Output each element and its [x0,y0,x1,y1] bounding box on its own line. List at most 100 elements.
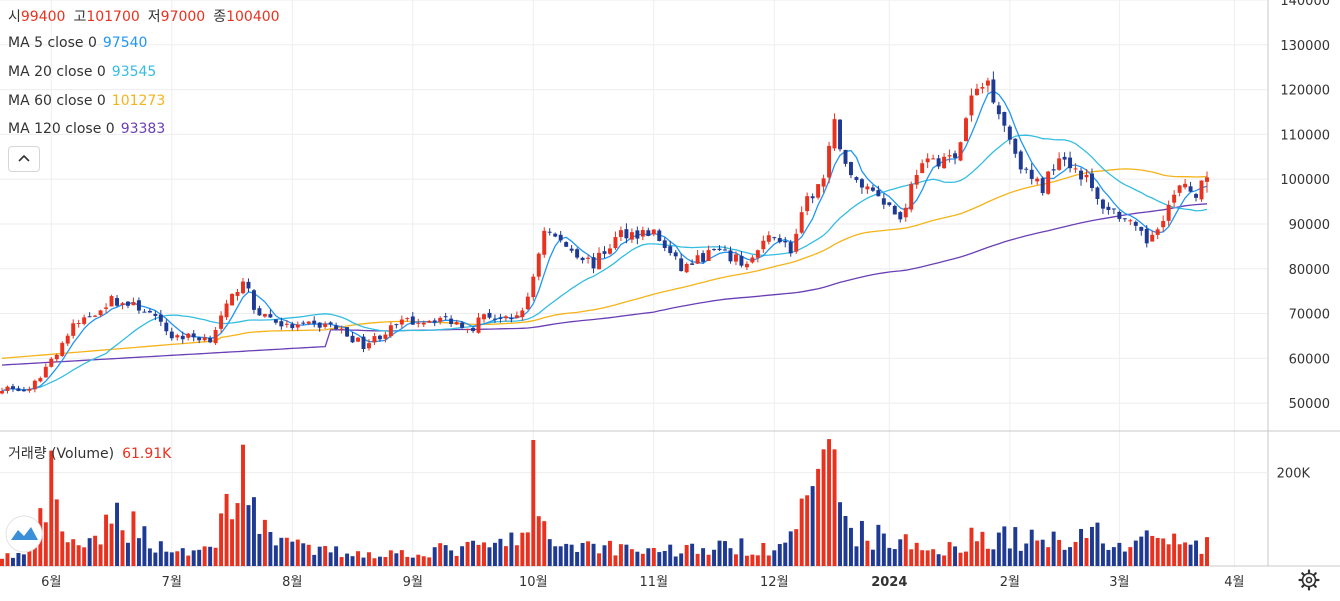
price-tick-label: 110000 [1280,128,1330,143]
volume-bar [1205,537,1209,566]
ma5-line [1,90,1208,392]
logo-circle [5,515,43,553]
volume-bar [903,534,908,566]
candle-body [273,319,278,323]
candle [827,141,832,184]
settings-button[interactable] [1297,568,1321,592]
candle [728,246,733,264]
candle [695,249,700,265]
candle-body [290,324,295,329]
volume-bar [1040,539,1045,566]
candle [449,315,454,327]
volume-bar [54,499,59,566]
candle [416,318,421,328]
candle-body [16,388,21,392]
candle-body [1018,151,1023,170]
candle [1018,149,1023,174]
volume-bar [295,539,300,566]
candle [202,334,207,342]
candle [350,331,355,344]
volume-bar [405,556,410,566]
candle-body [438,317,443,322]
volume-bar [323,546,328,566]
ohlc-legend: 시99400 고101700 저97000 종100400 [8,6,288,26]
volume-bar [985,548,990,566]
candle [668,240,673,256]
volume-bar [158,541,163,566]
time-tick-label: 10월 [519,575,548,590]
ma20-legend[interactable]: MA 20 close 0 93545 [8,64,156,80]
candle [810,193,815,204]
candle [383,331,388,343]
ma5-legend[interactable]: MA 5 close 0 97540 [8,35,147,51]
volume-bar [191,550,196,566]
candle [1133,220,1138,231]
candle-body [733,254,738,262]
volume-bar [849,527,853,566]
candle [273,319,278,325]
volume-bar [662,550,667,566]
candle-body [602,251,607,254]
candle [772,236,777,241]
volume-bar [16,552,21,566]
candle [536,252,541,281]
collapse-legend-button[interactable] [8,146,40,172]
candle [1155,227,1160,240]
volume-bar [421,556,426,566]
volume-bar [27,549,32,566]
volume-bar [673,556,678,566]
candle-body [38,378,43,382]
candle-body [553,233,558,237]
candle-body [1139,226,1144,231]
volume-bar [328,552,333,566]
candle [76,319,81,328]
candle [575,247,580,260]
candle-body [169,331,174,339]
candle [16,385,21,392]
candle-body [98,310,103,316]
candle-body [219,315,224,329]
candle [1024,166,1029,174]
candle-body [1111,208,1116,210]
candle [953,150,958,165]
ma60-legend[interactable]: MA 60 close 0 101273 [8,93,165,109]
candle [613,231,618,250]
volume-bar [49,450,54,566]
volume-bar [471,540,476,566]
volume-bar [301,543,306,566]
volume-bar [43,522,48,566]
candle [438,316,443,325]
candle-body [914,175,919,185]
candle [821,174,826,193]
candle [662,237,667,252]
candle-body [799,212,804,233]
candle-body [1029,169,1034,179]
candle-body [805,196,810,212]
volume-bar [1084,537,1089,566]
volume-bar [377,556,382,566]
volume-bar [372,558,377,566]
candle-body [629,232,634,240]
candle [777,234,782,244]
volume-bar [126,542,130,566]
candle-body [416,322,421,324]
candle-body [377,335,382,340]
candle-body [1199,180,1204,200]
volume-bar [766,555,771,566]
candle [591,253,596,274]
volume-legend[interactable]: 거래량 (Volume) 61.91K [8,443,171,463]
candle-body [1144,228,1149,244]
candle [60,341,65,358]
volume-bar [509,532,514,566]
volume-bar [169,552,174,566]
volume-bar [388,550,393,566]
candle [32,379,37,393]
candle-body [208,338,213,343]
volume-bar [230,519,235,566]
ma120-legend[interactable]: MA 120 close 0 93383 [8,121,165,137]
candle-body [1057,158,1062,170]
candle-body [5,386,10,391]
candle [1188,181,1193,193]
